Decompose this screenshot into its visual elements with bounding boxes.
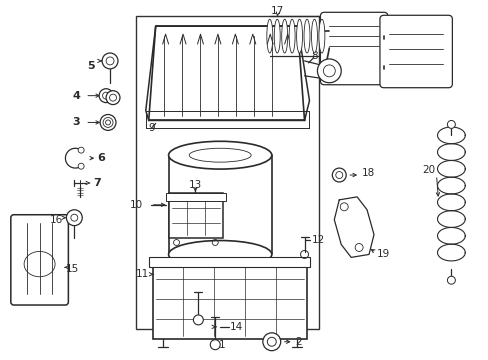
Circle shape bbox=[106, 91, 120, 105]
Ellipse shape bbox=[281, 19, 287, 53]
Text: 17: 17 bbox=[270, 6, 284, 16]
Bar bbox=[168, 193, 223, 238]
Text: 14: 14 bbox=[230, 322, 243, 332]
FancyBboxPatch shape bbox=[320, 12, 387, 85]
Circle shape bbox=[99, 89, 113, 103]
Circle shape bbox=[210, 340, 220, 350]
Circle shape bbox=[332, 168, 346, 182]
Ellipse shape bbox=[168, 141, 271, 169]
Circle shape bbox=[317, 59, 341, 83]
Circle shape bbox=[102, 53, 118, 69]
Ellipse shape bbox=[168, 240, 271, 268]
Circle shape bbox=[263, 333, 280, 351]
Text: 5: 5 bbox=[87, 61, 95, 71]
Text: 11: 11 bbox=[135, 269, 148, 279]
Bar bbox=[148, 257, 310, 267]
Text: 4: 4 bbox=[72, 91, 80, 101]
Text: 18: 18 bbox=[361, 168, 375, 178]
Bar bbox=[136, 16, 319, 329]
Circle shape bbox=[78, 147, 84, 153]
Polygon shape bbox=[145, 26, 309, 121]
Text: 16: 16 bbox=[50, 215, 63, 225]
Circle shape bbox=[66, 210, 82, 226]
Bar bbox=[165, 193, 225, 201]
FancyBboxPatch shape bbox=[11, 215, 68, 305]
Text: 10: 10 bbox=[129, 200, 142, 210]
Ellipse shape bbox=[274, 19, 280, 53]
Text: 3: 3 bbox=[72, 117, 80, 127]
Ellipse shape bbox=[318, 19, 324, 53]
Text: 15: 15 bbox=[65, 264, 79, 274]
Text: 19: 19 bbox=[376, 249, 389, 260]
FancyBboxPatch shape bbox=[379, 15, 451, 88]
Ellipse shape bbox=[296, 19, 302, 53]
Text: 1: 1 bbox=[219, 340, 225, 350]
Text: 6: 6 bbox=[97, 153, 105, 163]
Text: 9: 9 bbox=[148, 123, 155, 134]
Text: 2: 2 bbox=[295, 337, 302, 347]
Ellipse shape bbox=[266, 19, 272, 53]
Text: 13: 13 bbox=[188, 180, 202, 190]
Ellipse shape bbox=[288, 19, 294, 53]
Text: 7: 7 bbox=[93, 178, 101, 188]
Circle shape bbox=[78, 163, 84, 169]
Polygon shape bbox=[334, 197, 373, 257]
Bar bbox=[152, 260, 306, 339]
Text: 20: 20 bbox=[421, 165, 434, 175]
Ellipse shape bbox=[311, 19, 317, 53]
Text: 12: 12 bbox=[311, 234, 324, 244]
Circle shape bbox=[100, 114, 116, 130]
Circle shape bbox=[447, 121, 454, 129]
Circle shape bbox=[193, 315, 203, 325]
Circle shape bbox=[447, 276, 454, 284]
Text: 8: 8 bbox=[311, 51, 318, 61]
Ellipse shape bbox=[304, 19, 309, 53]
